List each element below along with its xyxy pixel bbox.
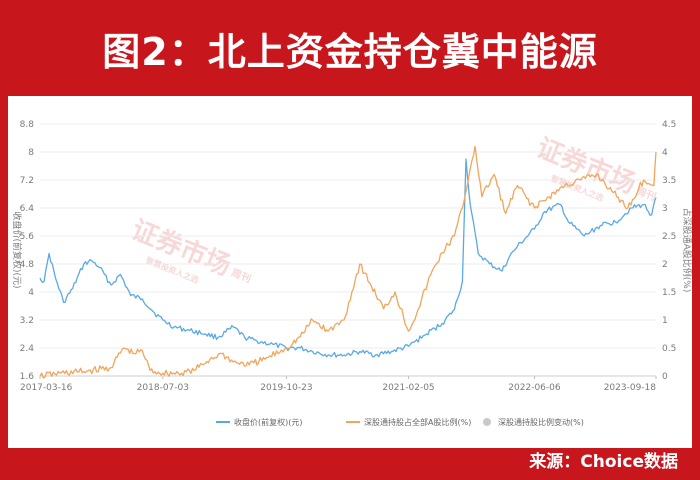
chart-legend: 收盘价(前复权)(元) 深股通持股占全部A股比例(%) 深股通持股比例变动(%) [216, 417, 584, 427]
series-line-holding-ratio [39, 145, 657, 379]
chart-axes: 1.6 2.4 3.2 4 4.8 5.6 6.4 7.2 8 8.8 0 0.5 1 1.5 2 2.5 3 3… [11, 120, 692, 393]
watermark-sub: 周刊 [230, 267, 253, 286]
y2-tick-label: 0.5 [662, 344, 676, 354]
y2-tick-label: 0 [662, 372, 668, 382]
y2-tick-label: 3 [662, 204, 668, 214]
y-tick-label: 6.4 [20, 204, 35, 214]
y2-tick-label: 1.5 [662, 288, 676, 298]
x-tick-label: 2022-06-06 [508, 383, 561, 393]
y-tick-label: 7.2 [20, 176, 34, 186]
legend-label: 深股通持股占全部A股比例(%) [364, 417, 471, 427]
y2-tick-label: 4 [662, 148, 668, 158]
y-tick-label: 8 [28, 148, 34, 158]
y2-tick-label: 2 [662, 260, 668, 270]
y2-tick-label: 2.5 [662, 232, 676, 242]
x-tick-label: 2023-09-18 [604, 383, 657, 393]
y-tick-label: 1.6 [20, 372, 35, 382]
x-tick-label: 2019-10-23 [260, 383, 312, 393]
y-tick-label: 3.2 [20, 316, 34, 326]
chart-series [39, 145, 657, 379]
title-bar: 图2：北上资金持仓冀中能源 [0, 0, 700, 96]
legend-label: 收盘价(前复权)(元) [234, 417, 302, 427]
y2-tick-label: 3.5 [662, 176, 676, 186]
y-tick-label: 2.4 [20, 344, 35, 354]
figure-title: 图2：北上资金持仓冀中能源 [102, 29, 598, 74]
legend-label: 深股通持股比例变动(%) [498, 417, 584, 427]
y-tick-label: 8.8 [20, 120, 35, 130]
y-tick-label: 4 [28, 288, 34, 298]
x-tick-label: 2021-02-05 [382, 383, 434, 393]
x-tick-label: 2018-07-03 [137, 383, 189, 393]
x-tick-label: 2017-03-16 [20, 383, 73, 393]
chart-panel: 证券市场 周刊 智慧投资人之选 证券市场 周刊 智慧投资人之选 1.6 2.4 3.2 4 4.8… [8, 96, 692, 448]
source-credit: 来源：Choice数据 [529, 452, 678, 472]
y-tick-label: 4.8 [20, 260, 35, 270]
y-tick-label: 5.6 [20, 232, 35, 242]
series-line-close-price [39, 158, 657, 358]
y2-tick-label: 1 [662, 316, 668, 326]
y2-axis-title: 占深股通A股比例(%) [681, 208, 692, 293]
legend-swatch [483, 418, 491, 426]
y-axis-title: 收盘价(前复权)(元) [11, 211, 23, 288]
y2-tick-label: 4.5 [662, 120, 676, 130]
